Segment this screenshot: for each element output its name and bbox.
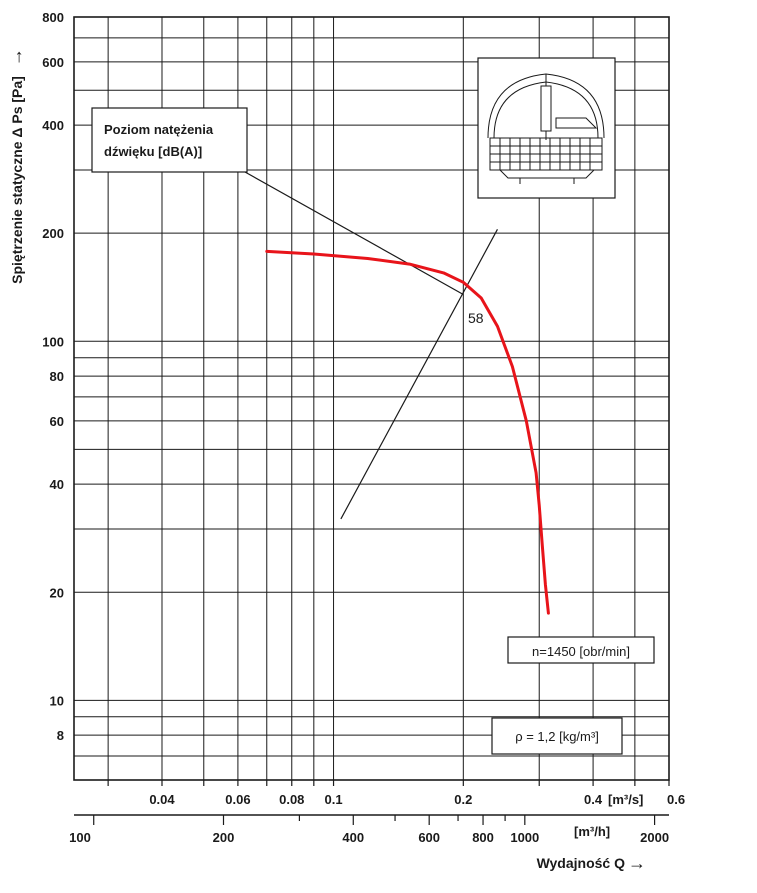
y-tick-label: 60 <box>50 414 64 429</box>
speed-label-box: n=1450 [obr/min] <box>507 636 655 664</box>
fan-curve-series <box>265 249 550 615</box>
x-unit-top: [m³/s] <box>608 792 643 807</box>
x-tick-label-top: 0.4 <box>584 792 603 807</box>
x-tick-label-bottom: 1000 <box>510 830 539 845</box>
x-tick-label-bottom: 400 <box>342 830 364 845</box>
sound-level-label-box: Poziom natężenia dźwięku [dB(A)] <box>91 107 248 173</box>
chart-grid <box>74 16 669 780</box>
speed-label: n=1450 [obr/min] <box>532 644 630 659</box>
x-unit-bottom: [m³/h] <box>574 824 610 839</box>
y-tick-label: 80 <box>50 369 64 384</box>
plot-frame <box>73 16 670 781</box>
sound-label-pointer <box>244 171 464 295</box>
x-axis-title: Wydajność Q <box>537 855 626 871</box>
chart-series <box>244 171 550 615</box>
x-tick-label-top: 0.08 <box>279 792 304 807</box>
y-axis-title: Spiętrzenie statyczne Δ Ps [Pa] <box>9 76 25 284</box>
y-tick-label: 8 <box>57 728 64 743</box>
y-axis-arrow: → <box>6 48 26 66</box>
y-tick-label: 400 <box>42 118 64 133</box>
x-tick-label-bottom: 2000 <box>640 830 669 845</box>
roof-fan-diagram-icon <box>477 57 616 199</box>
y-tick-label: 200 <box>42 226 64 241</box>
curve-point-label: 58 <box>468 310 484 326</box>
y-tick-label: 100 <box>42 334 64 349</box>
sound-label-line2: dźwięku [dB(A)] <box>104 144 202 159</box>
x-tick-labels: 0.04 0.06 0.08 0.1 0.2 0.4 0.6 100 200 400 600 800 1… <box>69 780 685 845</box>
x-tick-label-top: 0.6 <box>667 792 685 807</box>
x-tick-label-top: 0.04 <box>149 792 175 807</box>
x-tick-label-top: 0.1 <box>325 792 343 807</box>
x-tick-label-bottom: 200 <box>213 830 235 845</box>
sound-level-line <box>340 229 498 520</box>
y-tick-labels: 8 10 20 40 60 80 100 200 400 600 800 <box>42 10 64 743</box>
sound-label-line1: Poziom natężenia <box>104 122 214 137</box>
y-tick-label: 800 <box>42 10 64 25</box>
density-label: ρ = 1,2 [kg/m³] <box>515 729 599 744</box>
y-tick-label: 600 <box>42 55 64 70</box>
x-tick-label-bottom: 800 <box>472 830 494 845</box>
y-tick-label: 40 <box>50 477 64 492</box>
x-axis-arrow: → <box>628 853 646 873</box>
x-tick-label-bottom: 100 <box>69 830 91 845</box>
x-tick-label-top: 0.06 <box>225 792 250 807</box>
x-tick-label-bottom: 600 <box>418 830 440 845</box>
y-tick-label: 20 <box>50 585 64 600</box>
density-label-box: ρ = 1,2 [kg/m³] <box>491 717 623 755</box>
x-tick-label-top: 0.2 <box>454 792 472 807</box>
y-tick-label: 10 <box>50 693 64 708</box>
